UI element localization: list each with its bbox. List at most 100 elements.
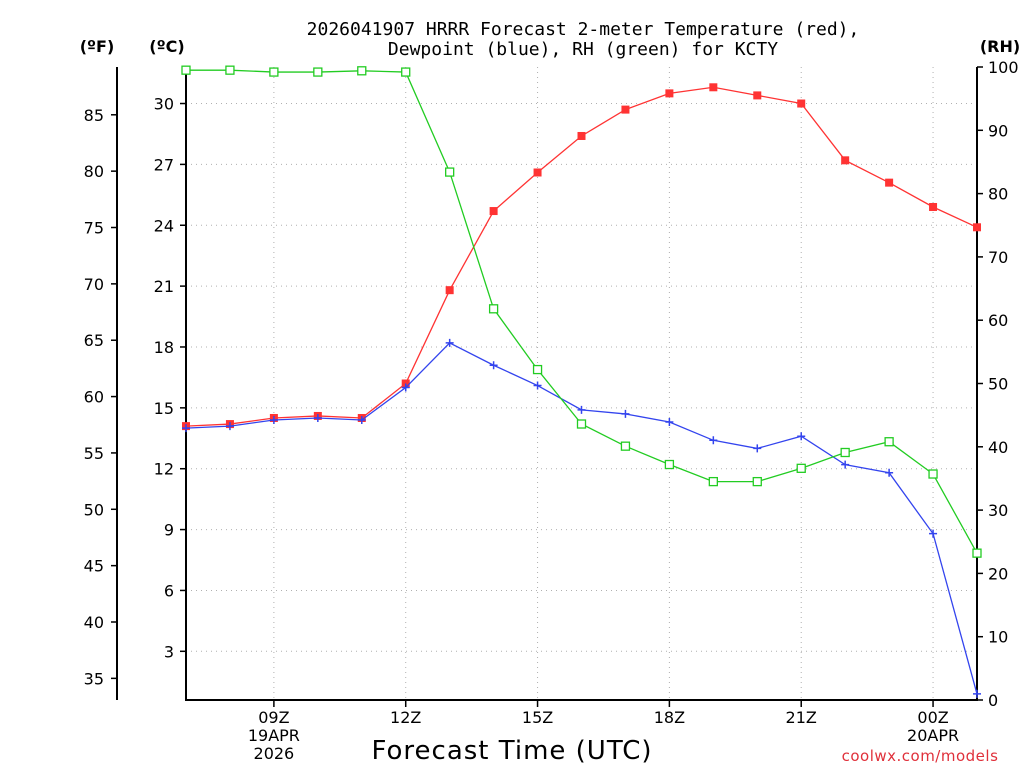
celsius-unit-label: (ºC): [149, 37, 184, 56]
dewpoint-point: [665, 418, 674, 427]
rh-point: [532, 364, 543, 375]
rh-tick-label: 100: [988, 58, 1019, 77]
dewpoint-point: [445, 338, 454, 347]
dewpoint-point: [973, 689, 981, 698]
dewpoint-point: [357, 416, 366, 425]
x-tick-label: 09Z: [258, 708, 289, 727]
rh-tick-label: 60: [988, 311, 1008, 330]
rh-point: [576, 419, 587, 429]
dewpoint-point: [709, 436, 718, 445]
f-tick-label: 55: [84, 444, 104, 463]
x-tick-label: 12Z: [390, 708, 421, 727]
f-tick-label: 35: [84, 669, 104, 688]
dewpoint-point: [225, 422, 234, 431]
c-tick-label: 6: [164, 581, 174, 600]
f-tick-label: 50: [84, 500, 104, 519]
rh-unit-label: (RH): [980, 37, 1020, 56]
rh-point: [928, 469, 938, 479]
temperature-point: [753, 91, 762, 100]
chart-title-line-1: 2026041907 HRRR Forecast 2-meter Tempera…: [307, 19, 860, 40]
c-tick-label: 9: [164, 521, 174, 540]
rh-point: [884, 437, 894, 447]
dewpoint-point: [841, 460, 850, 469]
rh-point: [269, 67, 279, 77]
temperature-point: [841, 156, 850, 165]
dewpoint-point: [401, 383, 410, 392]
temperature-point: [885, 178, 894, 187]
f-tick-label: 60: [84, 388, 104, 407]
rh-tick-label: 10: [988, 628, 1008, 647]
source-credit: coolwx.com/models: [842, 747, 999, 765]
rh-tick-label: 30: [988, 501, 1008, 520]
rh-tick-label: 0: [988, 691, 998, 710]
rh-point: [313, 67, 323, 77]
x-tick-label: 00Z: [917, 708, 948, 727]
f-tick-label: 70: [84, 275, 104, 294]
chart-title-line-2: Dewpoint (blue), RH (green) for KCTY: [388, 39, 778, 60]
rh-tick-label: 50: [988, 375, 1008, 394]
f-tick-label: 75: [84, 219, 104, 238]
plot-frame: [185, 67, 978, 701]
f-tick-label: 40: [84, 613, 104, 632]
temperature-point: [665, 89, 674, 98]
f-tick-label: 65: [84, 331, 104, 350]
dewpoint-point: [797, 432, 806, 441]
rh-point: [488, 304, 499, 314]
c-tick-label: 15: [154, 399, 174, 418]
rh-point: [620, 441, 631, 451]
x-tick-label: 2026: [254, 744, 295, 763]
temperature-point: [489, 207, 498, 216]
gridlines: [186, 67, 977, 700]
dewpoint-point: [533, 381, 542, 390]
x-tick-label: 15Z: [522, 708, 553, 727]
rh-tick-label: 40: [988, 438, 1008, 457]
temperature-point: [929, 202, 938, 211]
x-tick-label: 20APR: [907, 726, 959, 745]
rh-point: [357, 66, 367, 76]
rh-point: [225, 65, 235, 75]
rh-point: [752, 476, 762, 487]
c-tick-label: 18: [154, 338, 174, 357]
temperature-point: [401, 379, 410, 388]
dewpoint-point: [182, 424, 190, 433]
rh-point: [708, 476, 718, 487]
f-tick-label: 80: [84, 162, 104, 181]
temperature-point: [533, 168, 542, 177]
rh-point: [972, 548, 982, 558]
axes: 35 40 45 50 55 60 65 70 75 80 85 3 6 9 12 15 18 21 24 27 30 0…: [84, 58, 1019, 763]
dewpoint-point: [929, 529, 938, 538]
f-tick-label: 85: [84, 106, 104, 125]
dewpoint-point: [621, 409, 630, 418]
c-tick-label: 27: [154, 155, 174, 174]
rh-tick-label: 80: [988, 185, 1008, 204]
c-tick-label: 12: [154, 460, 174, 479]
temperature-point: [577, 131, 586, 140]
x-axis-label: Forecast Time (UTC): [371, 736, 652, 766]
rh-point: [401, 67, 411, 77]
data-series: [181, 65, 982, 698]
rh-point: [664, 459, 675, 470]
x-tick-label: 19APR: [248, 726, 300, 745]
x-tick-label: 21Z: [786, 708, 817, 727]
c-tick-label: 30: [154, 95, 174, 114]
temperature-point: [973, 223, 981, 232]
dewpoint-point: [313, 413, 322, 422]
c-tick-label: 21: [154, 277, 174, 296]
temperature-point: [621, 105, 630, 114]
rh-point: [796, 463, 806, 473]
rh-point: [840, 447, 850, 458]
fahrenheit-unit-label: (ºF): [80, 37, 115, 56]
temperature-point: [797, 99, 806, 108]
dewpoint-point: [753, 444, 762, 453]
rh-line: [186, 69, 978, 554]
c-tick-label: 3: [164, 642, 174, 661]
rh-tick-label: 90: [988, 121, 1008, 140]
temperature-point: [445, 286, 454, 295]
temperature-point: [709, 83, 718, 92]
dewpoint-point: [885, 468, 894, 477]
f-tick-label: 45: [84, 557, 104, 576]
x-tick-label: 18Z: [654, 708, 685, 727]
rh-point: [445, 167, 455, 177]
dewpoint-point: [489, 361, 498, 370]
